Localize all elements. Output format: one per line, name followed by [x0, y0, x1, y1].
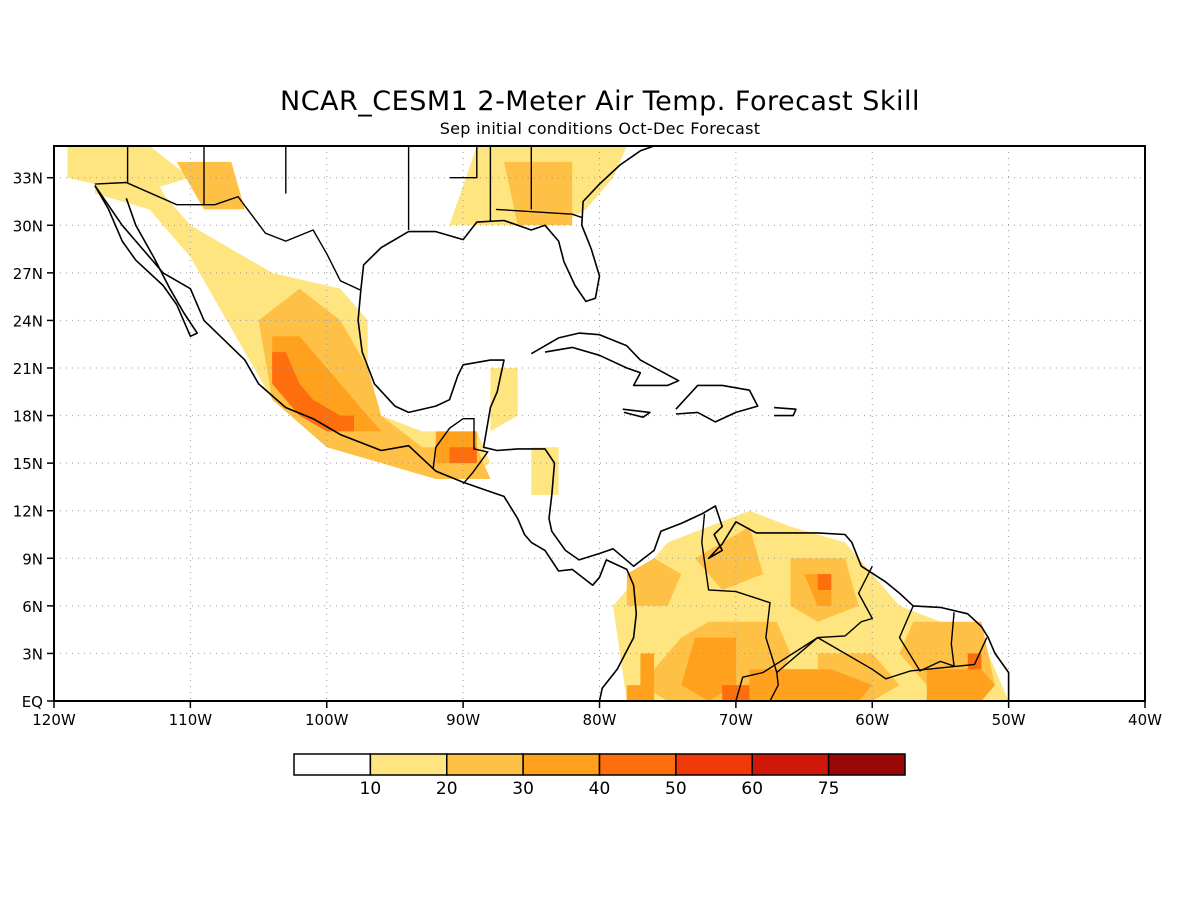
lon-tick-label: 120W [32, 711, 76, 729]
lat-tick-label: 24N [13, 312, 43, 330]
coastline-puerto-rico [774, 406, 797, 417]
skill-region-level-2 [176, 161, 245, 210]
skill-region-level-3 [926, 669, 995, 701]
lon-tick-label: 50W [992, 711, 1026, 729]
colorbar-swatch [446, 753, 524, 776]
skill-region-level-3 [272, 336, 382, 432]
lat-tick-label: EQ [22, 693, 43, 711]
coastline-hispaniola [675, 384, 759, 423]
skill-region-level-4 [272, 352, 354, 432]
colorbar-swatch [675, 753, 753, 776]
coastline-north-america-gulf [94, 185, 638, 701]
lat-tick-label: 33N [13, 170, 43, 188]
coastlines [94, 146, 1010, 701]
lat-tick-label: 18N [13, 408, 43, 426]
colorbar-swatch [522, 753, 601, 776]
lat-tick-label: 6N [22, 598, 43, 616]
lon-tick-label: 110W [169, 711, 213, 729]
lon-tick-label: 100W [305, 711, 349, 729]
colorbar-label: 75 [818, 779, 840, 799]
border-colombia-venezuela [701, 513, 779, 701]
coastline-gulf-coast-usa [360, 146, 655, 303]
colorbar-swatch [827, 753, 906, 776]
lon-tick-label: 70W [719, 711, 753, 729]
colorbar-label: 30 [512, 779, 534, 799]
skill-shading [67, 146, 1009, 701]
colorbar: 10 20 30 40 50 60 75 [293, 753, 906, 799]
border-guatemala [432, 418, 489, 485]
political-borders [94, 146, 988, 701]
lat-tick-label: 9N [22, 550, 43, 568]
lat-tick-label: 3N [22, 645, 43, 663]
skill-region-level-2 [258, 288, 491, 479]
colorbar-swatch [598, 753, 677, 776]
colorbar-label: 60 [741, 779, 763, 799]
skill-region-level-2 [626, 558, 682, 606]
skill-region-level-1 [67, 146, 191, 194]
coastline-mexico-gulf [357, 290, 600, 561]
chart-subtitle: Sep initial conditions Oct-Dec Forecast [439, 119, 761, 138]
lat-tick-label: 21N [13, 360, 43, 378]
lat-tick-label: 30N [13, 217, 43, 235]
lon-tick-label: 80W [583, 711, 617, 729]
skill-region-level-3 [640, 653, 655, 686]
lon-tick-label: 60W [855, 711, 889, 729]
latitude-labels: EQ 3N 6N 9N 12N 15N 18N 21N 24N 27N 30N 33N [13, 170, 54, 711]
colorbar-swatch [369, 753, 448, 776]
lat-tick-label: 12N [13, 503, 43, 521]
coastline-caribbean-coast [599, 505, 1010, 701]
skill-region-level-2 [695, 526, 764, 590]
colorbar-label: 10 [360, 779, 382, 799]
coastline-baja-california [94, 185, 198, 338]
skill-region-level-2 [504, 161, 573, 226]
border-brazil-north [735, 636, 988, 701]
map-frame [53, 145, 1146, 702]
coastline-jamaica [622, 408, 651, 419]
coastline-cuba [530, 332, 680, 387]
border-us-mexico [94, 181, 362, 291]
chart-title: NCAR_CESM1 2-Meter Air Temp. Forecast Sk… [280, 86, 920, 117]
lon-tick-label: 90W [446, 711, 480, 729]
lat-lon-grid [54, 146, 1145, 701]
colorbar-swatch [751, 753, 830, 776]
border-us-states-6 [495, 208, 583, 219]
skill-region-level-4 [967, 653, 982, 670]
skill-region-level-3 [626, 685, 655, 701]
lon-tick-label: 40W [1128, 711, 1162, 729]
border-us-states-3 [449, 146, 478, 179]
skill-region-level-4 [817, 574, 832, 590]
colorbar-swatch [293, 753, 372, 776]
colorbar-label: 20 [436, 779, 458, 799]
skill-region-level-3 [749, 669, 873, 701]
colorbar-label: 50 [665, 779, 687, 799]
skill-region-level-4 [449, 447, 477, 464]
longitude-labels: 120W 110W 100W 90W 80W 70W 60W 50W 40W [32, 701, 1162, 729]
lat-tick-label: 15N [13, 455, 43, 473]
colorbar-label: 40 [589, 779, 611, 799]
border-guyana-suriname [898, 605, 955, 672]
lat-tick-label: 27N [13, 265, 43, 283]
skill-region-level-4 [722, 685, 750, 701]
